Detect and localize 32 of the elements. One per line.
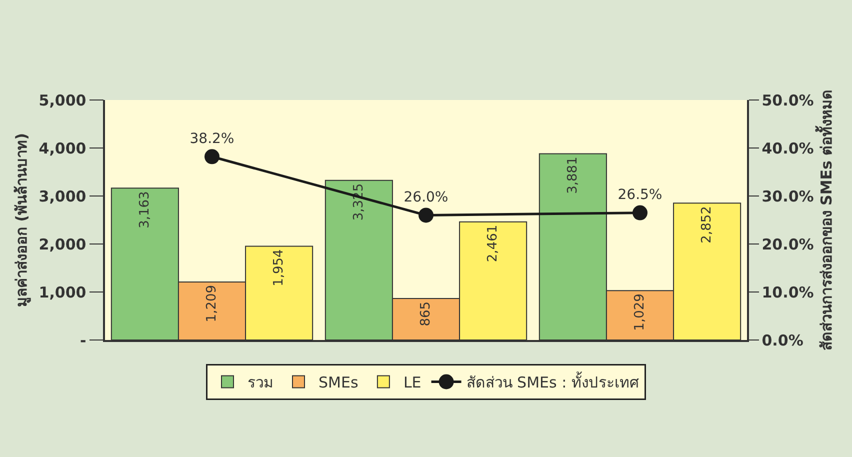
y-tick-label: 1,000 [38,283,86,302]
data-label: 38.2% [190,130,234,147]
y2-tick-label: 40.0% [762,139,814,158]
y-tick-label: 3,000 [38,187,86,206]
point [418,208,434,223]
point [632,205,648,220]
data-label: 1,954 [272,249,287,286]
data-label: 865 [418,301,434,326]
data-label: 26.0% [404,189,448,206]
point [204,149,220,164]
legend-label: SMEs [318,374,358,392]
data-label: 26.5% [618,186,662,203]
legend-label: LE [403,374,422,392]
data-label: 1,209 [204,284,220,322]
y-tick-label: 5,000 [38,91,86,110]
y-tick-label: 2,000 [38,235,86,254]
y2-tick-label: 0.0% [762,331,804,350]
y2-tick-label: 10.0% [762,283,814,302]
y-axis-title: มูลค่าส่งออก (พันล้านบาท) [12,133,32,307]
data-label: 2,852 [700,206,715,244]
y-tick-label: 4,000 [38,139,86,158]
y2-axis-title: สัดส่วนการส่งออกของ SMEs ต่อทั้งหมด [814,89,836,351]
y2-tick-label: 20.0% [762,235,814,254]
y2-tick-label: 50.0% [762,91,814,110]
y2-tick-label: 30.0% [762,187,814,206]
data-label: 1,029 [632,294,648,331]
legend-label: สัดส่วน SMEs : ทั้งประเทศ [466,372,640,392]
legend-label: รวม [248,374,274,392]
data-label: 3,881 [565,156,580,194]
data-label: 3,163 [137,191,152,228]
y-tick-label: - [80,331,86,350]
data-label: 2,461 [486,224,501,262]
